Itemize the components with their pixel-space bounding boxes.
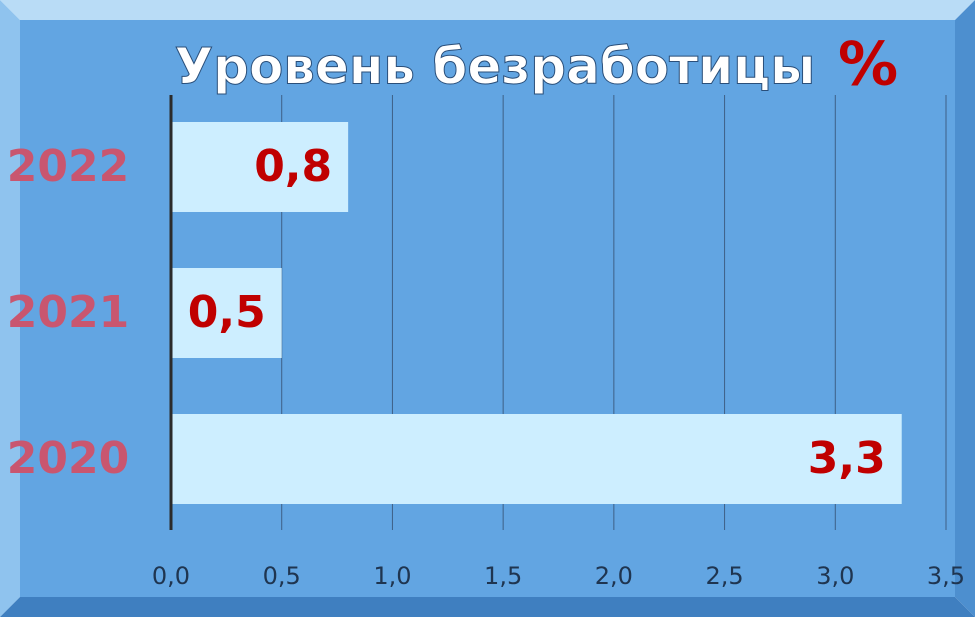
x-tick-label: 0,0 [152, 562, 190, 590]
value-label: 3,3 [808, 433, 886, 484]
bar [171, 268, 282, 358]
bar [171, 414, 902, 504]
y-tick-label: 2021 [7, 287, 129, 338]
bar [171, 122, 349, 212]
value-label: 0,8 [254, 141, 332, 192]
y-tick-label: 2020 [7, 433, 129, 484]
x-tick-label: 1,5 [484, 562, 522, 590]
chart-title: Уровень безработицы [175, 38, 816, 96]
value-label: 0,5 [188, 287, 266, 338]
x-tick-label: 0,5 [263, 562, 301, 590]
x-tick-label: 3,5 [927, 562, 965, 590]
plot-background [20, 20, 955, 597]
x-tick-label: 3,0 [816, 562, 854, 590]
unit-label: % [838, 30, 898, 100]
x-tick-label: 2,0 [595, 562, 633, 590]
x-tick-label: 2,5 [705, 562, 743, 590]
x-tick-label: 1,0 [373, 562, 411, 590]
y-tick-label: 2022 [7, 141, 129, 192]
